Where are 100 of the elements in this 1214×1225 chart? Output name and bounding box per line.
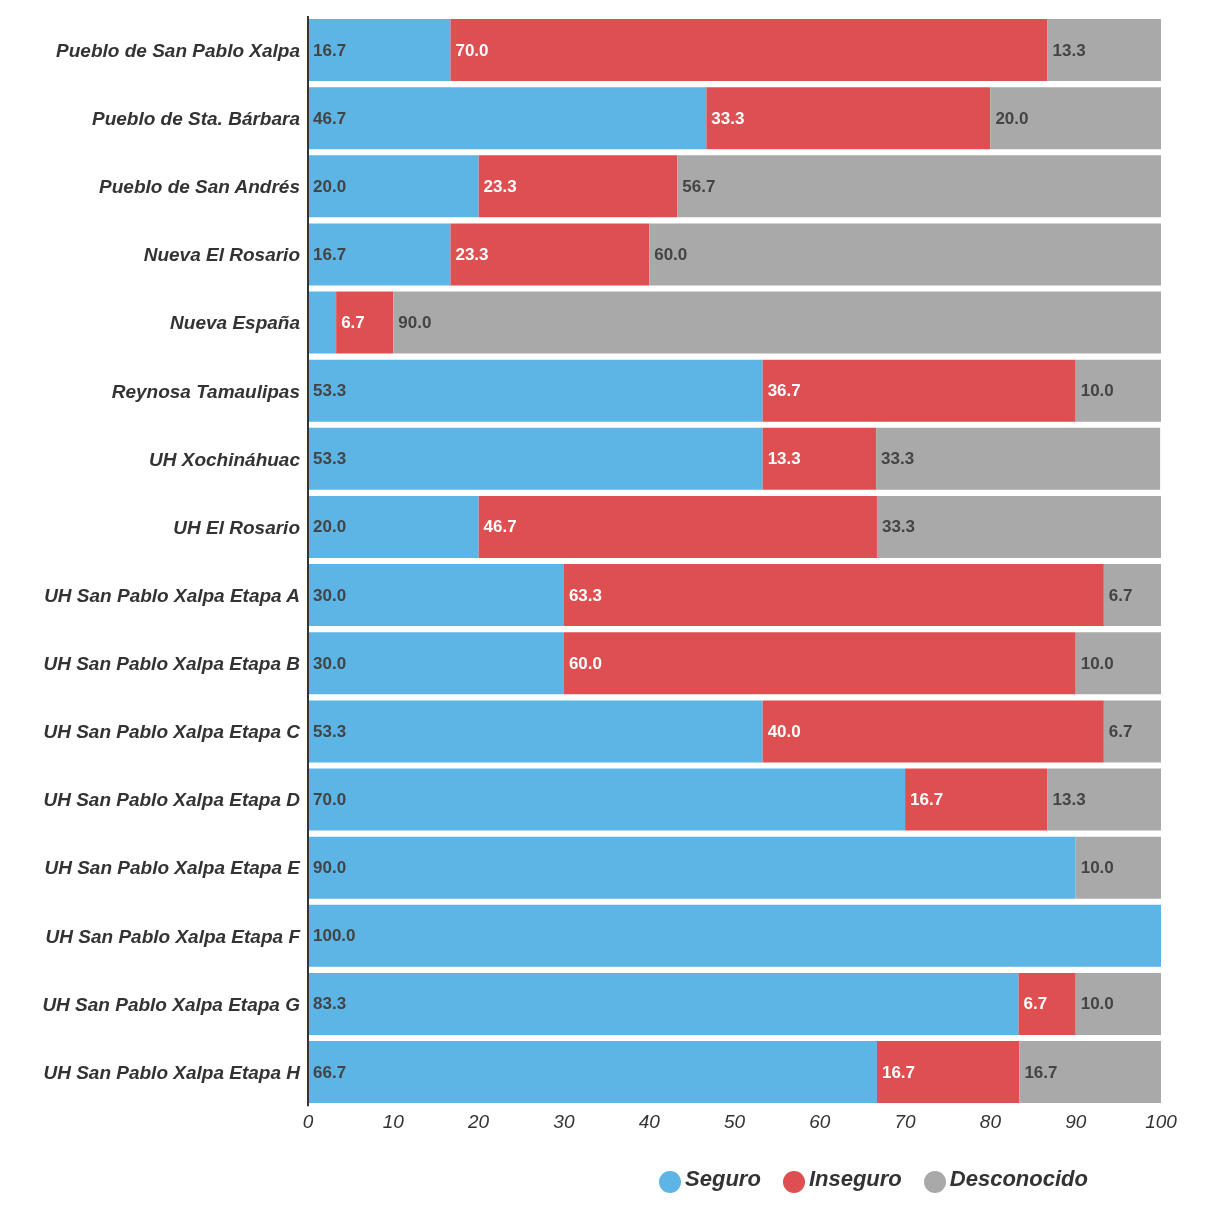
- bar: [1018, 972, 1076, 1035]
- data-label: 20.0: [313, 517, 347, 537]
- data-label: 16.7: [1024, 1062, 1058, 1082]
- x-tick-label: 40: [638, 1110, 661, 1132]
- data-label: 53.3: [313, 721, 347, 741]
- bar: [308, 836, 1076, 899]
- data-label: 100.0: [313, 926, 356, 946]
- data-label: 10.0: [1080, 994, 1114, 1014]
- data-label: 60.0: [654, 244, 688, 264]
- data-label: 90.0: [313, 858, 347, 878]
- y-tick-label: UH San Pablo Xalpa Etapa H: [43, 1061, 302, 1083]
- x-tick-label: 30: [553, 1110, 575, 1132]
- bar: [1047, 19, 1161, 81]
- data-label: 13.3: [767, 449, 801, 469]
- data-label: 10.0: [1080, 653, 1114, 673]
- data-label: 16.7: [881, 1062, 916, 1082]
- bar: [478, 155, 678, 218]
- bar: [563, 632, 1076, 695]
- bar: [478, 495, 877, 558]
- data-label: 53.3: [313, 449, 347, 469]
- y-tick-label: UH San Pablo Xalpa Etapa D: [43, 789, 301, 811]
- bar: [1019, 1041, 1161, 1104]
- y-tick-label: UH San Pablo Xalpa Etapa A: [44, 584, 300, 606]
- data-label: 10.0: [1080, 381, 1114, 401]
- data-label: 90.0: [398, 313, 432, 333]
- data-label: 23.3: [455, 244, 489, 264]
- x-tick-label: 20: [467, 1110, 490, 1132]
- data-label: 53.3: [313, 381, 347, 401]
- bar: [762, 700, 1104, 763]
- bar: [308, 291, 337, 354]
- y-tick-label: UH San Pablo Xalpa Etapa F: [45, 925, 302, 947]
- data-label: 46.7: [483, 517, 517, 537]
- bar: [1075, 359, 1161, 422]
- data-label: 16.7: [313, 244, 347, 264]
- data-label: 36.7: [767, 381, 801, 401]
- bar: [450, 19, 1048, 81]
- bar: [308, 904, 1161, 967]
- bar: [308, 1041, 877, 1104]
- bar: [308, 427, 763, 490]
- bar: [876, 427, 1161, 490]
- y-tick-label: Nueva El Rosario: [143, 244, 300, 266]
- legend-label: Desconocido: [949, 1166, 1088, 1192]
- data-label: 23.3: [483, 176, 517, 196]
- data-label: 10.0: [1080, 858, 1114, 878]
- data-label: 20.0: [995, 108, 1029, 128]
- x-tick-label: 70: [894, 1110, 917, 1132]
- bar: [876, 495, 1161, 558]
- data-label: 83.3: [313, 994, 347, 1014]
- data-label: 6.7: [341, 313, 365, 333]
- x-tick-label: 0: [302, 1110, 314, 1132]
- data-label: 20.0: [313, 176, 347, 196]
- bar: [1103, 700, 1161, 763]
- bar: [876, 1041, 1020, 1104]
- data-label: 56.7: [682, 176, 716, 196]
- y-tick-label: UH San Pablo Xalpa Etapa G: [42, 993, 301, 1015]
- data-label: 13.3: [1052, 790, 1086, 810]
- x-tick-label: 90: [1065, 1110, 1087, 1132]
- bar: [1075, 836, 1161, 899]
- data-label: 60.0: [568, 653, 602, 673]
- bar: [1075, 632, 1161, 695]
- data-label: 70.0: [313, 790, 347, 810]
- bar: [308, 768, 906, 831]
- bar: [308, 632, 564, 695]
- bar: [677, 155, 1161, 218]
- bar: [308, 972, 1019, 1035]
- bar: [308, 564, 564, 627]
- bar: [308, 87, 707, 150]
- data-label: 70.0: [455, 40, 489, 60]
- data-label: 66.7: [313, 1062, 347, 1082]
- y-tick-label: UH El Rosario: [173, 516, 300, 538]
- x-tick-label: 50: [723, 1110, 746, 1132]
- bar: [706, 87, 991, 150]
- y-tick-label: Pueblo de Sta. Bárbara: [91, 107, 301, 129]
- data-label: 16.7: [313, 40, 347, 60]
- data-label: 33.3: [881, 449, 915, 469]
- bar: [308, 495, 479, 558]
- y-tick-label: UH San Pablo Xalpa Etapa B: [43, 653, 301, 675]
- y-tick-label: Nueva España: [170, 312, 301, 334]
- bar: [308, 223, 451, 286]
- bar: [762, 359, 1076, 422]
- x-tick-label: 60: [809, 1110, 831, 1132]
- bar: [1103, 564, 1161, 627]
- bar: [1047, 768, 1161, 831]
- bar: [450, 223, 650, 286]
- bar: [905, 768, 1048, 831]
- data-label: 33.3: [881, 517, 916, 537]
- legend-label: Inseguro: [808, 1166, 902, 1192]
- data-label: 63.3: [568, 585, 602, 605]
- y-tick-label: Pueblo de San Pablo Xalpa: [56, 39, 301, 61]
- data-label: 30.0: [313, 653, 347, 673]
- bar: [563, 564, 1104, 627]
- data-label: 6.7: [1108, 721, 1133, 741]
- y-tick-label: Reynosa Tamaulipas: [111, 380, 300, 402]
- bar: [393, 291, 1161, 354]
- bar: [336, 291, 394, 354]
- bar: [762, 427, 877, 490]
- x-tick-label: 100: [1145, 1110, 1178, 1132]
- data-label: 40.0: [767, 721, 801, 741]
- data-label: 16.7: [910, 790, 944, 810]
- bar: [308, 700, 763, 763]
